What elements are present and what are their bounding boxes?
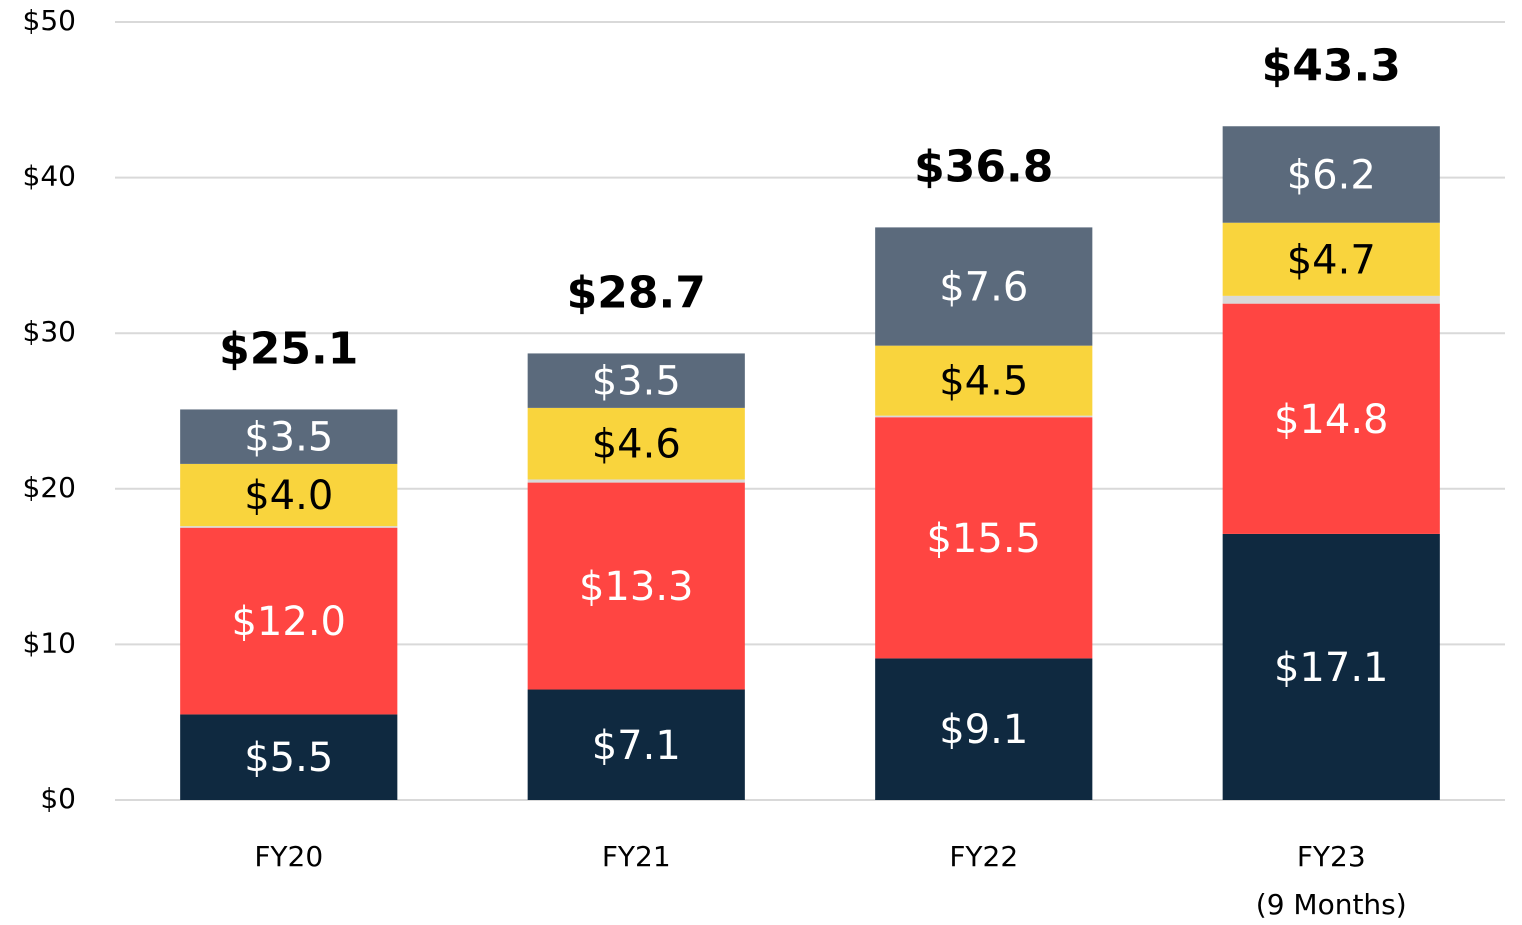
bar-segment: [180, 527, 398, 715]
y-tick-label: $40: [23, 160, 76, 193]
bar-segment: [1222, 126, 1440, 223]
y-tick-label: $30: [23, 315, 76, 348]
y-tick-label: $50: [23, 4, 76, 37]
value-label: $3.5: [592, 359, 681, 405]
bar-segment: [527, 407, 745, 480]
bar-segment: [1222, 533, 1440, 800]
value-label: $3.5: [244, 415, 333, 461]
value-label: $4.5: [939, 359, 1028, 405]
bar-segment: [180, 526, 398, 528]
total-label: $36.8: [914, 141, 1053, 192]
total-label: $43.3: [1262, 40, 1401, 91]
value-label: $17.1: [1274, 645, 1389, 691]
value-label: $6.2: [1287, 152, 1376, 198]
x-tick-label: FY23 (9 Months): [1255, 840, 1407, 921]
x-tick-label: FY20: [254, 840, 324, 873]
bar-segment: [875, 227, 1093, 346]
bar-segment: [180, 463, 398, 527]
bar-segment: [527, 689, 745, 800]
bar-segment: [875, 415, 1093, 418]
value-label: $7.6: [939, 265, 1028, 311]
x-tick-label: FY22: [949, 840, 1019, 873]
x-tick-label: FY21: [601, 840, 671, 873]
bar-segment: [180, 409, 398, 464]
value-label: $14.8: [1274, 397, 1389, 443]
bar-segment: [527, 479, 745, 483]
bar-segment: [1222, 295, 1440, 304]
value-label: $15.5: [926, 516, 1041, 562]
bar-segment: [875, 345, 1093, 416]
bar-segment: [527, 482, 745, 690]
y-tick-label: $10: [23, 626, 76, 659]
total-label: $28.7: [567, 267, 706, 318]
bar-segment: [875, 417, 1093, 659]
bar-segment: [180, 714, 398, 800]
value-label: $4.6: [592, 422, 681, 468]
value-label: $4.7: [1287, 237, 1376, 283]
bar-segment: [1222, 303, 1440, 534]
total-label: $25.1: [219, 323, 358, 374]
value-label: $9.1: [939, 707, 1028, 753]
value-label: $13.3: [579, 564, 694, 610]
bar-segment: [875, 658, 1093, 800]
value-label: $7.1: [592, 723, 681, 769]
value-label: $5.5: [244, 735, 333, 781]
value-label: $4.0: [244, 473, 333, 519]
bar-segment: [1222, 222, 1440, 296]
value-label: $12.0: [231, 599, 346, 645]
y-tick-label: $0: [40, 782, 76, 815]
bar-segment: [527, 353, 745, 408]
y-tick-label: $20: [23, 471, 76, 504]
